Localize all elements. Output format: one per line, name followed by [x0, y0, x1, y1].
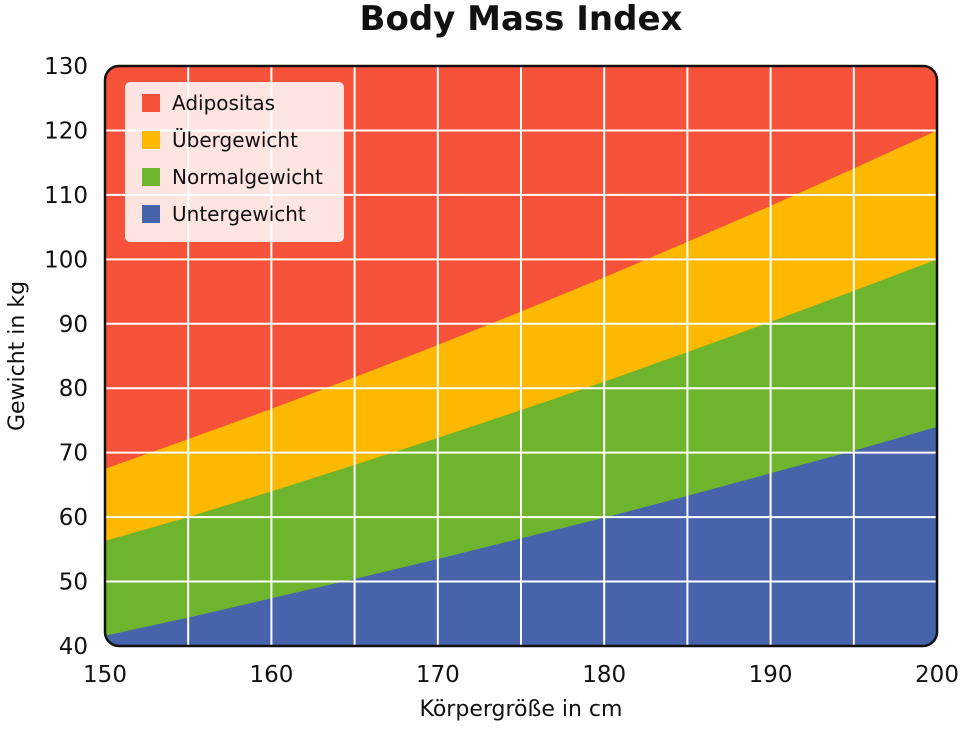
y-tick-label: 120 — [44, 118, 88, 144]
legend-label: Untergewicht — [172, 202, 306, 226]
y-tick-label: 50 — [59, 570, 88, 596]
legend-swatch — [142, 168, 160, 186]
y-tick-label: 110 — [44, 183, 88, 209]
legend: Adipositas Übergewicht Normalgewicht Unterg… — [125, 82, 344, 242]
x-tick-label: 180 — [582, 662, 626, 688]
y-tick-label: 80 — [59, 376, 88, 402]
x-tick-label: 170 — [416, 662, 460, 688]
legend-label: Übergewicht — [172, 128, 298, 152]
x-tick-label: 160 — [249, 662, 293, 688]
legend-swatch — [142, 94, 160, 112]
x-axis-ticks: 150 160 170 180 190 200 — [83, 662, 959, 688]
legend-background — [125, 82, 344, 242]
x-axis-label: Körpergröße in cm — [420, 697, 623, 722]
legend-label: Adipositas — [172, 91, 275, 115]
x-tick-label: 150 — [83, 662, 127, 688]
y-tick-label: 130 — [44, 54, 88, 80]
y-tick-label: 40 — [59, 634, 88, 660]
legend-swatch — [142, 205, 160, 223]
chart-title: Body Mass Index — [360, 0, 683, 39]
legend-label: Normalgewicht — [172, 165, 323, 189]
legend-swatch — [142, 131, 160, 149]
plot-border — [103, 64, 939, 648]
y-tick-label: 100 — [44, 247, 88, 273]
y-axis-ticks: 40 50 60 70 80 90 100 110 120 130 — [44, 54, 88, 660]
x-tick-label: 200 — [915, 662, 959, 688]
y-tick-label: 90 — [59, 312, 88, 338]
x-tick-label: 190 — [749, 662, 793, 688]
y-tick-label: 60 — [59, 505, 88, 531]
y-tick-label: 70 — [59, 441, 88, 467]
y-axis-label: Gewicht in kg — [5, 281, 30, 431]
